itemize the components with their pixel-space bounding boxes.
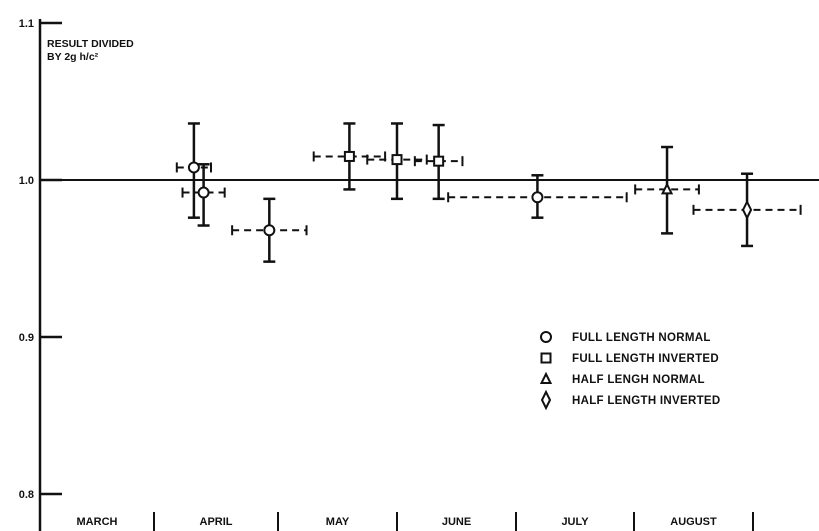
y-tick-label: 1.0 bbox=[19, 175, 34, 187]
legend-circle-icon bbox=[540, 331, 552, 343]
y-axis-label-line1: RESULT DIVIDED bbox=[47, 38, 134, 50]
data-point bbox=[447, 174, 628, 219]
legend-triangle-icon bbox=[539, 371, 553, 384]
legend-label: FULL LENGTH NORMAL bbox=[572, 332, 711, 344]
circle-marker bbox=[263, 224, 276, 237]
month-label: JULY bbox=[561, 516, 589, 528]
month-axis: MARCH APRIL MAY JUNE JULY AUGUST bbox=[77, 512, 754, 531]
month-label: MARCH bbox=[77, 516, 118, 528]
legend-item: HALF LENGH NORMAL bbox=[539, 371, 705, 386]
data-points bbox=[175, 122, 802, 263]
legend-label: HALF LENGH NORMAL bbox=[572, 374, 705, 386]
legend: FULL LENGTH NORMAL FULL LENGTH INVERTED HA… bbox=[539, 331, 720, 411]
data-point bbox=[692, 172, 802, 248]
month-label: AUGUST bbox=[670, 516, 717, 528]
data-point bbox=[175, 122, 212, 219]
legend-item: FULL LENGTH INVERTED bbox=[540, 352, 719, 365]
legend-label: HALF LENGTH INVERTED bbox=[572, 395, 720, 407]
legend-diamond-icon bbox=[540, 389, 552, 411]
data-point bbox=[231, 197, 308, 263]
diamond-marker bbox=[741, 199, 753, 221]
y-ticks: 1.1 1.0 0.9 0.8 bbox=[19, 18, 62, 501]
square-marker bbox=[433, 155, 445, 167]
circle-marker bbox=[187, 161, 200, 174]
circle-marker bbox=[531, 191, 544, 204]
square-marker bbox=[343, 150, 355, 162]
data-point bbox=[312, 122, 387, 191]
triangle-marker bbox=[660, 182, 674, 195]
y-tick-label: 1.1 bbox=[19, 18, 34, 30]
legend-square-icon bbox=[540, 352, 552, 364]
legend-item: FULL LENGTH NORMAL bbox=[540, 331, 711, 344]
month-label: APRIL bbox=[200, 516, 233, 528]
data-point bbox=[413, 123, 464, 201]
circle-marker bbox=[197, 186, 210, 199]
y-tick-label: 0.8 bbox=[19, 489, 34, 501]
square-marker bbox=[391, 154, 403, 166]
data-point bbox=[181, 163, 226, 227]
data-point bbox=[366, 122, 428, 201]
y-tick-label: 0.9 bbox=[19, 332, 34, 344]
month-label: MAY bbox=[326, 516, 350, 528]
legend-item: HALF LENGTH INVERTED bbox=[540, 389, 720, 411]
month-label: JUNE bbox=[442, 516, 471, 528]
legend-label: FULL LENGTH INVERTED bbox=[572, 353, 719, 365]
y-axis-label-line2: BY 2g h/c² bbox=[47, 51, 99, 63]
data-point bbox=[634, 145, 700, 235]
